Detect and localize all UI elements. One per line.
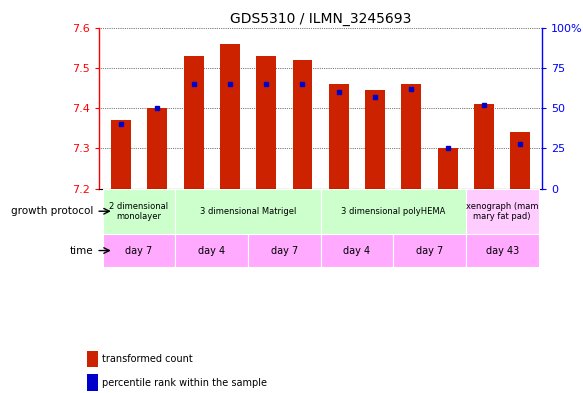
Bar — [402, 84, 422, 189]
Bar — [466, 189, 539, 234]
Bar — [111, 120, 131, 189]
Bar — [212, 189, 248, 234]
Text: 3 dimensional polyHEMA: 3 dimensional polyHEMA — [341, 207, 445, 216]
Text: day 43: day 43 — [486, 246, 519, 255]
Bar — [184, 56, 203, 189]
Bar — [285, 189, 321, 234]
Text: 2 dimensional
monolayer: 2 dimensional monolayer — [110, 202, 168, 221]
Bar — [357, 189, 394, 234]
Bar — [103, 189, 139, 234]
Bar — [329, 84, 349, 189]
Text: percentile rank within the sample: percentile rank within the sample — [102, 378, 267, 387]
Bar — [103, 189, 175, 234]
Bar — [474, 104, 494, 189]
Bar — [321, 189, 357, 234]
Bar — [175, 234, 248, 267]
Bar — [321, 234, 394, 267]
Text: time: time — [69, 246, 93, 255]
Text: day 4: day 4 — [343, 246, 371, 255]
Bar — [139, 189, 175, 234]
Text: day 7: day 7 — [125, 246, 153, 255]
Bar — [175, 189, 321, 234]
Bar — [394, 189, 430, 234]
Bar — [248, 234, 321, 267]
Bar — [466, 189, 502, 234]
Bar — [293, 60, 312, 189]
Bar — [502, 189, 539, 234]
Bar — [248, 189, 285, 234]
Bar — [430, 189, 466, 234]
Bar — [103, 234, 175, 267]
Bar — [147, 108, 167, 189]
Text: transformed count: transformed count — [102, 354, 193, 364]
Bar — [394, 234, 466, 267]
Bar — [510, 132, 531, 189]
Bar — [321, 189, 466, 234]
Bar — [466, 234, 539, 267]
Text: xenograph (mam
mary fat pad): xenograph (mam mary fat pad) — [466, 202, 539, 221]
Text: day 7: day 7 — [271, 246, 298, 255]
Bar — [87, 374, 98, 391]
Text: growth protocol: growth protocol — [11, 206, 93, 216]
Bar — [87, 351, 98, 367]
Bar — [438, 148, 458, 189]
Bar — [256, 56, 276, 189]
Text: day 7: day 7 — [416, 246, 443, 255]
Bar — [175, 189, 212, 234]
Title: GDS5310 / ILMN_3245693: GDS5310 / ILMN_3245693 — [230, 13, 412, 26]
Text: day 4: day 4 — [198, 246, 225, 255]
Bar — [220, 44, 240, 189]
Text: 3 dimensional Matrigel: 3 dimensional Matrigel — [200, 207, 296, 216]
Bar — [365, 90, 385, 189]
